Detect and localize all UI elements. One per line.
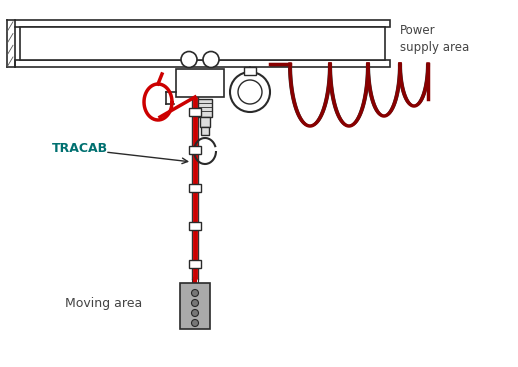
Circle shape [181, 51, 197, 68]
Circle shape [192, 320, 198, 327]
Bar [198, 99, 212, 117]
Bar [189, 146, 201, 154]
Bar [176, 69, 224, 97]
Circle shape [192, 309, 198, 316]
Circle shape [238, 80, 262, 104]
Circle shape [203, 51, 219, 68]
Text: TRACAB: TRACAB [52, 142, 108, 156]
Circle shape [192, 299, 198, 306]
Circle shape [192, 290, 198, 297]
Bar [189, 222, 201, 230]
Bar [189, 260, 201, 268]
Bar [201, 127, 209, 135]
Bar [189, 108, 201, 116]
Text: Power
supply area: Power supply area [400, 24, 469, 54]
Bar [20, 27, 385, 60]
Text: Moving area: Moving area [65, 297, 142, 309]
Bar [15, 20, 390, 27]
Bar [244, 67, 256, 75]
Bar [180, 283, 210, 329]
Bar [200, 117, 210, 127]
Bar [189, 184, 201, 192]
Circle shape [230, 72, 270, 112]
Bar [15, 60, 390, 67]
